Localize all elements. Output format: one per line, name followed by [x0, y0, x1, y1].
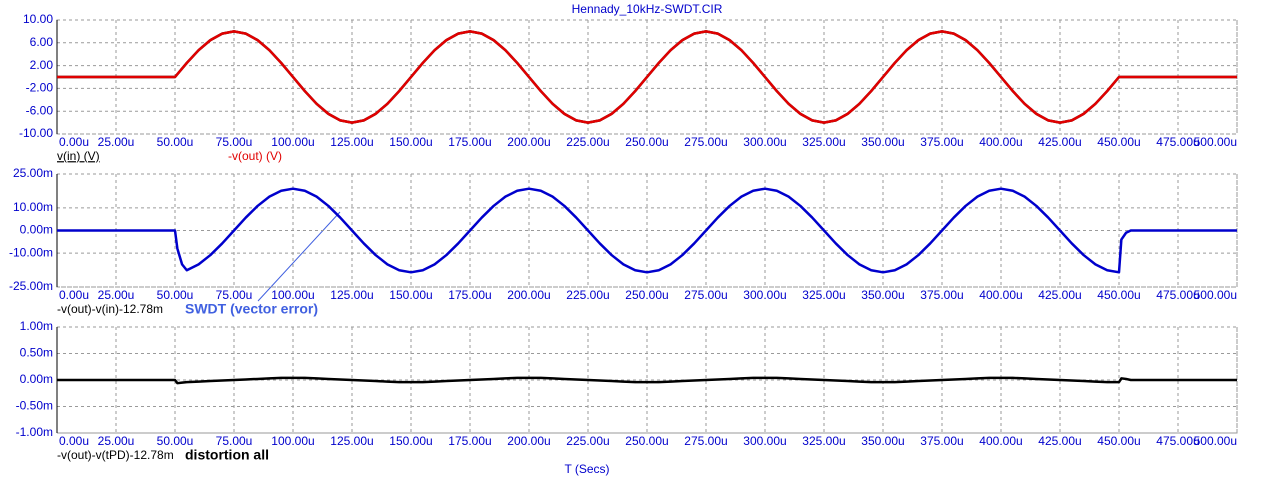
x-tick-label: 450.00u	[1097, 434, 1140, 448]
x-tick-label: 50.00u	[157, 135, 194, 149]
x-tick-label: 375.00u	[920, 288, 963, 302]
x-axis-label: T (Secs)	[564, 462, 609, 476]
legend-label: -v(out)-v(in)-12.78m	[57, 302, 163, 316]
x-tick-label: 100.00u	[271, 434, 314, 448]
x-tick-label: 450.00u	[1097, 288, 1140, 302]
y-tick-label: 0.00m	[20, 372, 53, 386]
series-line	[57, 30, 1237, 124]
x-tick-label: 400.00u	[979, 288, 1022, 302]
x-tick-label: 125.00u	[330, 434, 373, 448]
x-tick-label: 75.00u	[216, 288, 253, 302]
x-tick-label: 250.00u	[625, 434, 668, 448]
x-tick-label: 400.00u	[979, 434, 1022, 448]
x-tick-label: 200.00u	[507, 135, 550, 149]
x-tick-label: 325.00u	[802, 288, 845, 302]
y-tick-label: 10.00	[23, 12, 53, 26]
x-tick-label: 225.00u	[566, 434, 609, 448]
y-tick-label: 25.00m	[13, 166, 53, 180]
x-tick-label: 425.00u	[1038, 288, 1081, 302]
y-tick-label: 1.00m	[20, 319, 53, 333]
x-tick-label: 150.00u	[389, 288, 432, 302]
x-tick-label: 425.00u	[1038, 135, 1081, 149]
x-tick-label: 375.00u	[920, 434, 963, 448]
y-tick-label: -2.00	[26, 81, 54, 95]
y-tick-label: -6.00	[26, 103, 54, 117]
x-tick-label: 100.00u	[271, 288, 314, 302]
x-tick-label: 275.00u	[684, 288, 727, 302]
x-tick-label: 250.00u	[625, 135, 668, 149]
series-line	[57, 376, 1237, 385]
y-tick-label: -10.00	[19, 126, 53, 140]
x-tick-label: 350.00u	[861, 288, 904, 302]
x-tick-label: 100.00u	[271, 135, 314, 149]
y-tick-label: -25.00m	[9, 279, 53, 293]
x-tick-label: 500.00u	[1194, 434, 1237, 448]
annotation: SWDT (vector error)	[185, 301, 318, 317]
x-tick-label: 200.00u	[507, 434, 550, 448]
x-tick-label: 250.00u	[625, 288, 668, 302]
annotation-pointer	[257, 211, 341, 302]
x-tick-label: 275.00u	[684, 135, 727, 149]
x-tick-label: 225.00u	[566, 288, 609, 302]
x-tick-label: 500.00u	[1194, 288, 1237, 302]
x-tick-label: 50.00u	[157, 434, 194, 448]
x-tick-label: 175.00u	[448, 288, 491, 302]
x-tick-label: 350.00u	[861, 434, 904, 448]
x-tick-label: 300.00u	[743, 434, 786, 448]
x-tick-label: 0.00u	[59, 135, 89, 149]
x-tick-label: 25.00u	[98, 288, 135, 302]
x-tick-label: 0.00u	[59, 434, 89, 448]
legend-label: -v(out)-v(tPD)-12.78m	[57, 448, 174, 462]
y-tick-label: 2.00	[30, 58, 54, 72]
annotation: distortion all	[185, 447, 269, 463]
x-tick-label: 50.00u	[157, 288, 194, 302]
y-tick-label: -10.00m	[9, 245, 53, 259]
y-tick-label: 6.00	[30, 35, 54, 49]
x-tick-label: 150.00u	[389, 135, 432, 149]
x-tick-label: 475.00u	[1156, 434, 1199, 448]
x-tick-label: 475.00u	[1156, 288, 1199, 302]
x-tick-label: 175.00u	[448, 135, 491, 149]
x-tick-label: 325.00u	[802, 135, 845, 149]
x-tick-label: 425.00u	[1038, 434, 1081, 448]
x-tick-label: 25.00u	[98, 434, 135, 448]
y-tick-label: -0.50m	[16, 399, 53, 413]
y-tick-label: 0.00m	[20, 223, 53, 237]
x-tick-label: 300.00u	[743, 288, 786, 302]
x-tick-label: 300.00u	[743, 135, 786, 149]
x-tick-label: 150.00u	[389, 434, 432, 448]
x-tick-label: 350.00u	[861, 135, 904, 149]
y-tick-label: 10.00m	[13, 200, 53, 214]
y-tick-label: -1.00m	[16, 425, 53, 439]
x-tick-label: 225.00u	[566, 135, 609, 149]
x-tick-label: 325.00u	[802, 434, 845, 448]
x-tick-label: 500.00u	[1194, 135, 1237, 149]
x-tick-label: 200.00u	[507, 288, 550, 302]
x-tick-label: 125.00u	[330, 288, 373, 302]
x-tick-label: 375.00u	[920, 135, 963, 149]
x-tick-label: 0.00u	[59, 288, 89, 302]
x-tick-label: 275.00u	[684, 434, 727, 448]
series-line	[57, 187, 1237, 274]
x-tick-label: 475.00u	[1156, 135, 1199, 149]
x-tick-label: 400.00u	[979, 135, 1022, 149]
x-tick-label: 125.00u	[330, 135, 373, 149]
legend-label: v(in) (V)	[57, 149, 100, 163]
x-tick-label: 75.00u	[216, 434, 253, 448]
x-tick-label: 25.00u	[98, 135, 135, 149]
x-tick-label: 75.00u	[216, 135, 253, 149]
chart-title: Hennady_10kHz-SWDT.CIR	[572, 2, 723, 16]
legend-label: -v(out) (V)	[228, 149, 282, 163]
x-tick-label: 175.00u	[448, 434, 491, 448]
y-tick-label: 0.50m	[20, 346, 53, 360]
x-tick-label: 450.00u	[1097, 135, 1140, 149]
